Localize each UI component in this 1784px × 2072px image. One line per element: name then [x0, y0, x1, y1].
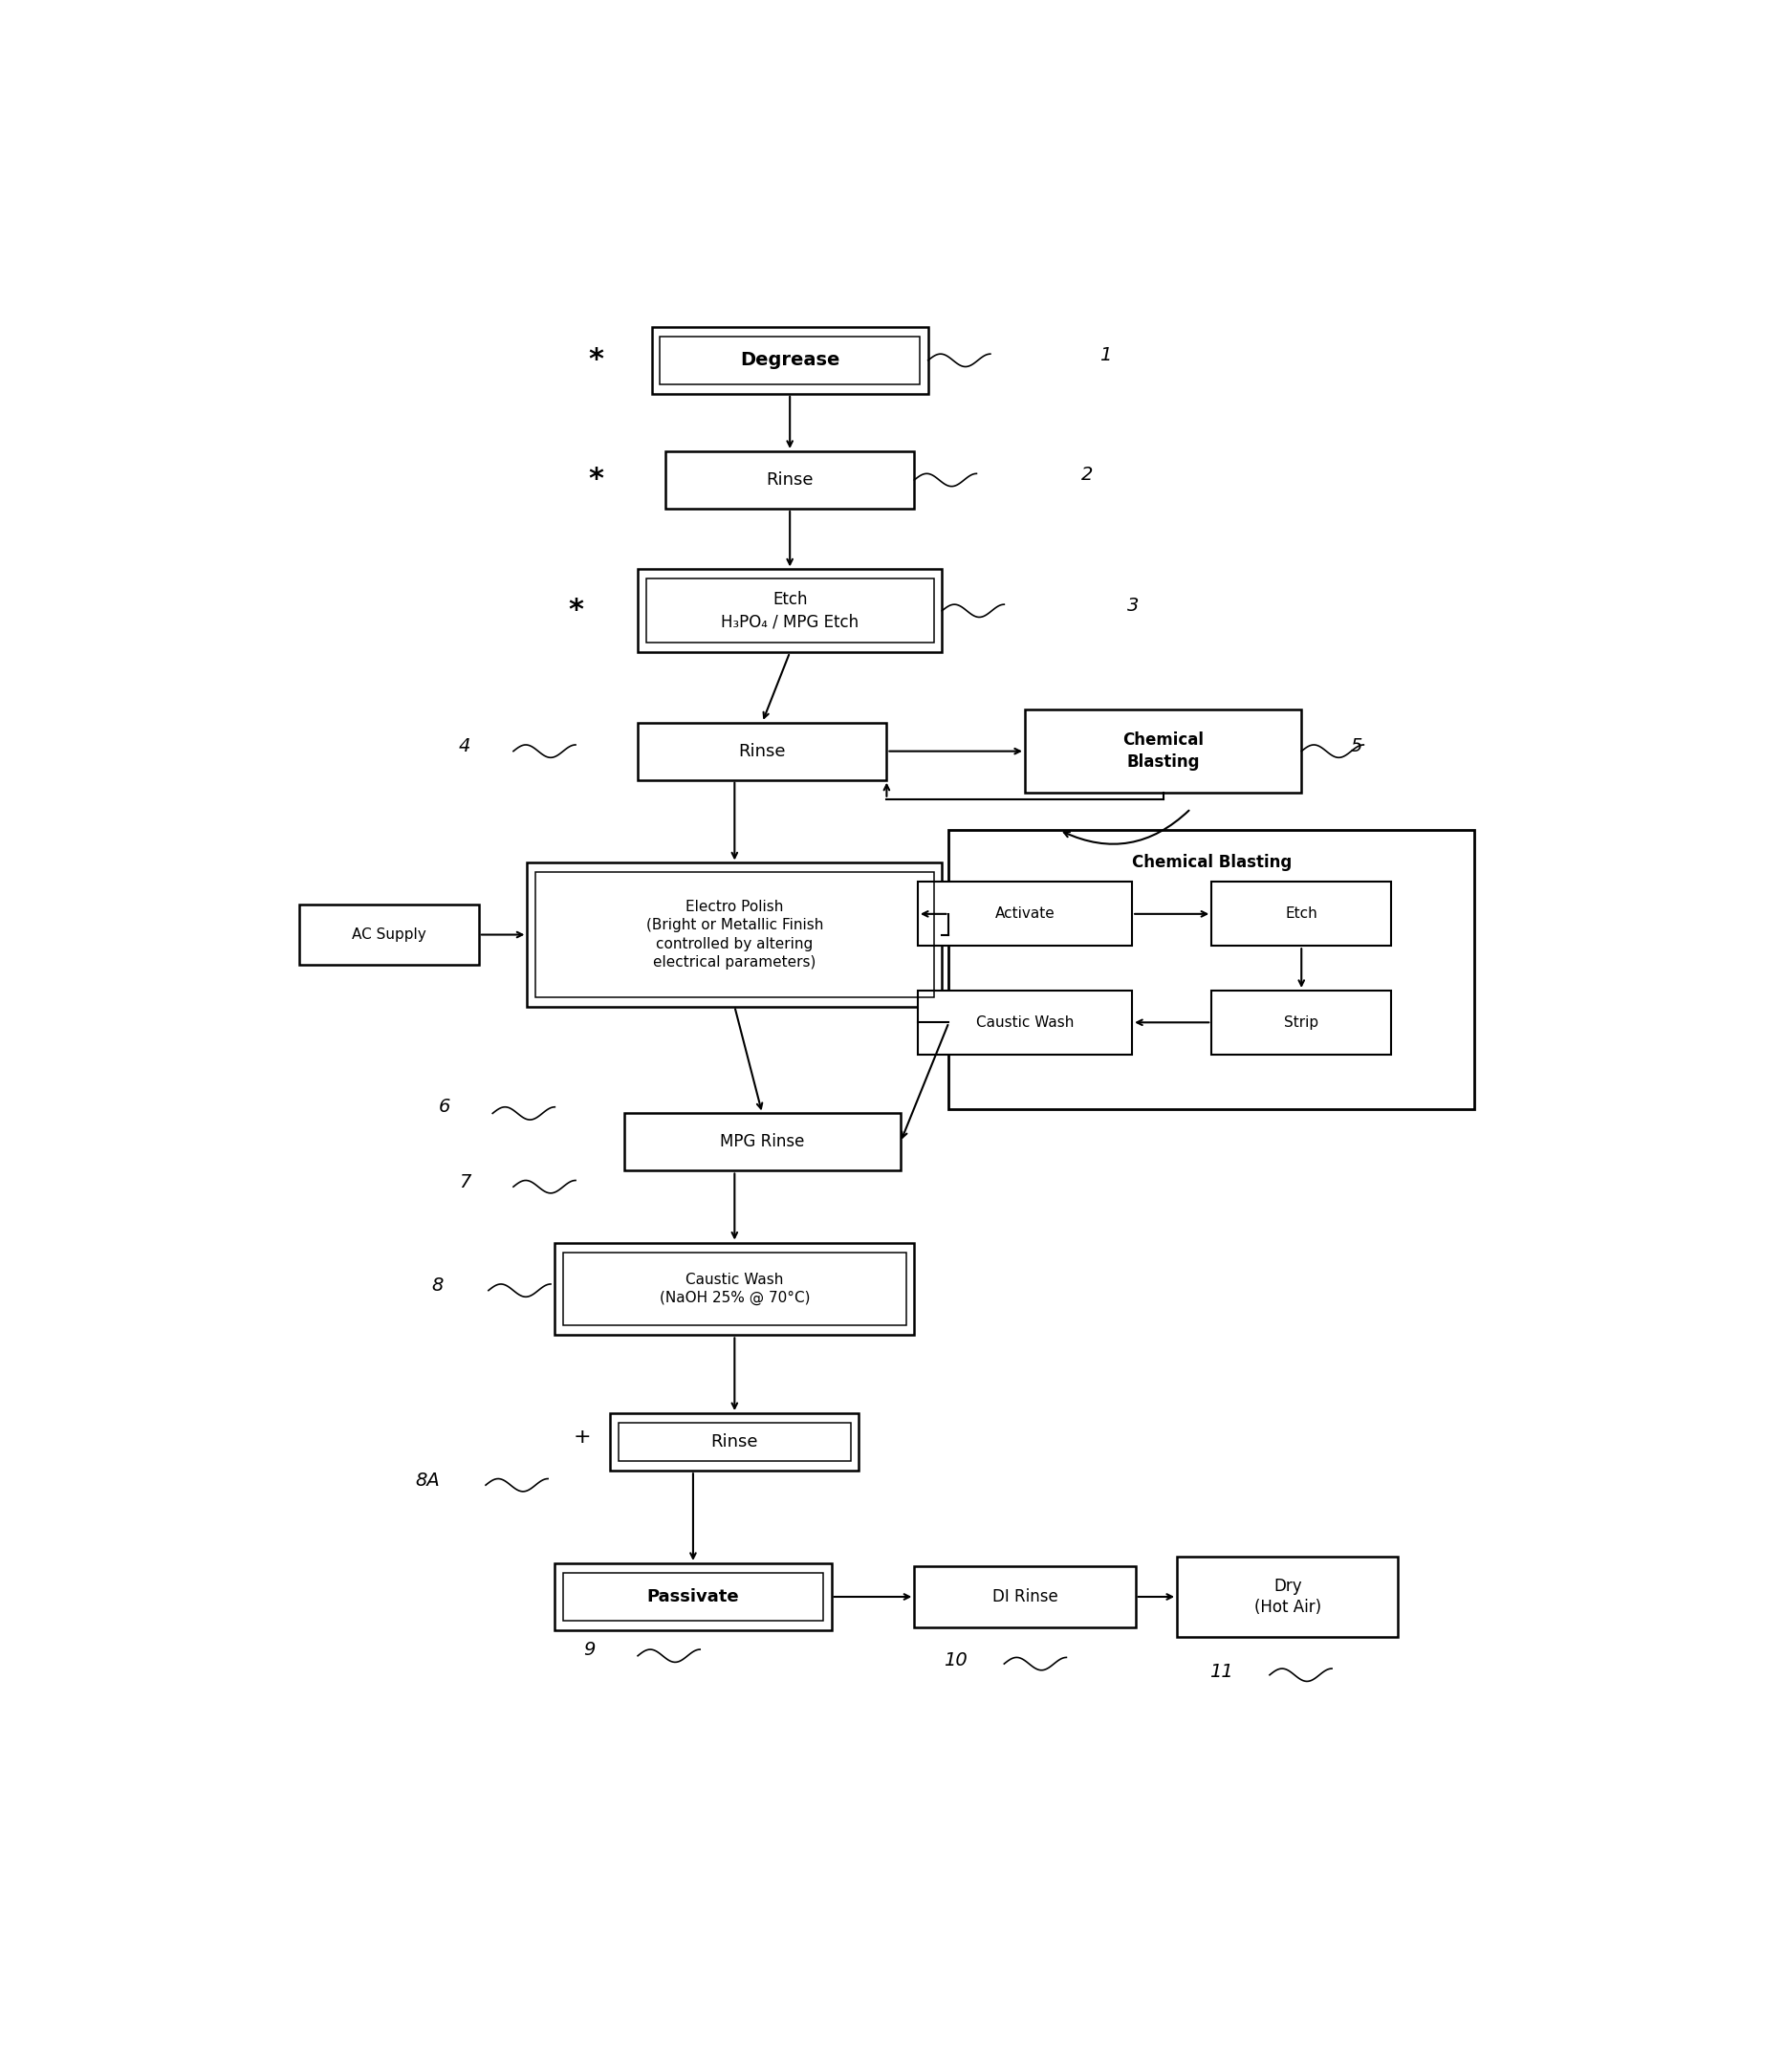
Text: AC Supply: AC Supply [351, 928, 426, 943]
Bar [660, 336, 921, 383]
Text: Rinse: Rinse [739, 742, 787, 760]
Bar [555, 1243, 915, 1334]
Bar [917, 883, 1133, 945]
Text: Caustic Wash: Caustic Wash [976, 1015, 1074, 1030]
Text: Electro Polish
(Bright or Metallic Finish
controlled by altering
electrical para: Electro Polish (Bright or Metallic Finis… [646, 899, 822, 970]
Text: Etch: Etch [1284, 908, 1318, 922]
Text: 8: 8 [432, 1276, 442, 1295]
Text: Strip: Strip [1284, 1015, 1318, 1030]
Bar [555, 1562, 831, 1631]
Bar [619, 1423, 851, 1461]
Bar [1211, 990, 1392, 1055]
Text: Degrease: Degrease [740, 352, 840, 369]
Text: 1: 1 [1099, 346, 1111, 365]
Text: 10: 10 [944, 1651, 967, 1670]
Text: 7: 7 [458, 1173, 471, 1191]
Text: DI Rinse: DI Rinse [992, 1587, 1058, 1606]
Text: 2: 2 [1081, 466, 1094, 485]
Text: *: * [589, 466, 605, 493]
Bar [665, 452, 915, 510]
Text: 11: 11 [1210, 1662, 1233, 1680]
Bar [949, 831, 1474, 1109]
Bar [639, 723, 887, 779]
Bar [535, 872, 933, 997]
Bar [610, 1413, 860, 1471]
Text: 8A: 8A [416, 1471, 441, 1490]
Bar [564, 1251, 906, 1326]
Text: Dry
(Hot Air): Dry (Hot Air) [1254, 1577, 1322, 1616]
Bar [917, 990, 1133, 1055]
Text: MPG Rinse: MPG Rinse [721, 1133, 805, 1150]
Text: Passivate: Passivate [648, 1587, 739, 1606]
Bar [300, 903, 478, 966]
Text: 4: 4 [458, 738, 471, 756]
Bar [639, 570, 942, 653]
Text: +: + [574, 1428, 591, 1446]
Text: Chemical
Blasting: Chemical Blasting [1122, 731, 1204, 771]
Bar [1177, 1556, 1399, 1637]
Bar [1026, 711, 1302, 794]
Text: Chemical Blasting: Chemical Blasting [1131, 854, 1292, 870]
Text: *: * [567, 597, 583, 624]
Bar [913, 1566, 1135, 1627]
Text: Rinse: Rinse [765, 470, 814, 489]
Bar [651, 327, 928, 394]
Text: Activate: Activate [995, 908, 1054, 922]
Bar [1211, 883, 1392, 945]
Text: Etch
H₃PO₄ / MPG Etch: Etch H₃PO₄ / MPG Etch [721, 591, 858, 630]
Text: 5: 5 [1350, 738, 1363, 756]
Text: 3: 3 [1127, 597, 1138, 615]
Text: Rinse: Rinse [710, 1434, 758, 1450]
Bar [646, 578, 933, 642]
Bar [624, 1113, 901, 1171]
Bar [564, 1573, 822, 1620]
Bar [528, 862, 942, 1007]
Text: 9: 9 [583, 1641, 596, 1658]
Text: 6: 6 [439, 1098, 450, 1117]
Text: *: * [589, 346, 605, 375]
Text: Caustic Wash
(NaOH 25% @ 70°C): Caustic Wash (NaOH 25% @ 70°C) [660, 1272, 810, 1305]
